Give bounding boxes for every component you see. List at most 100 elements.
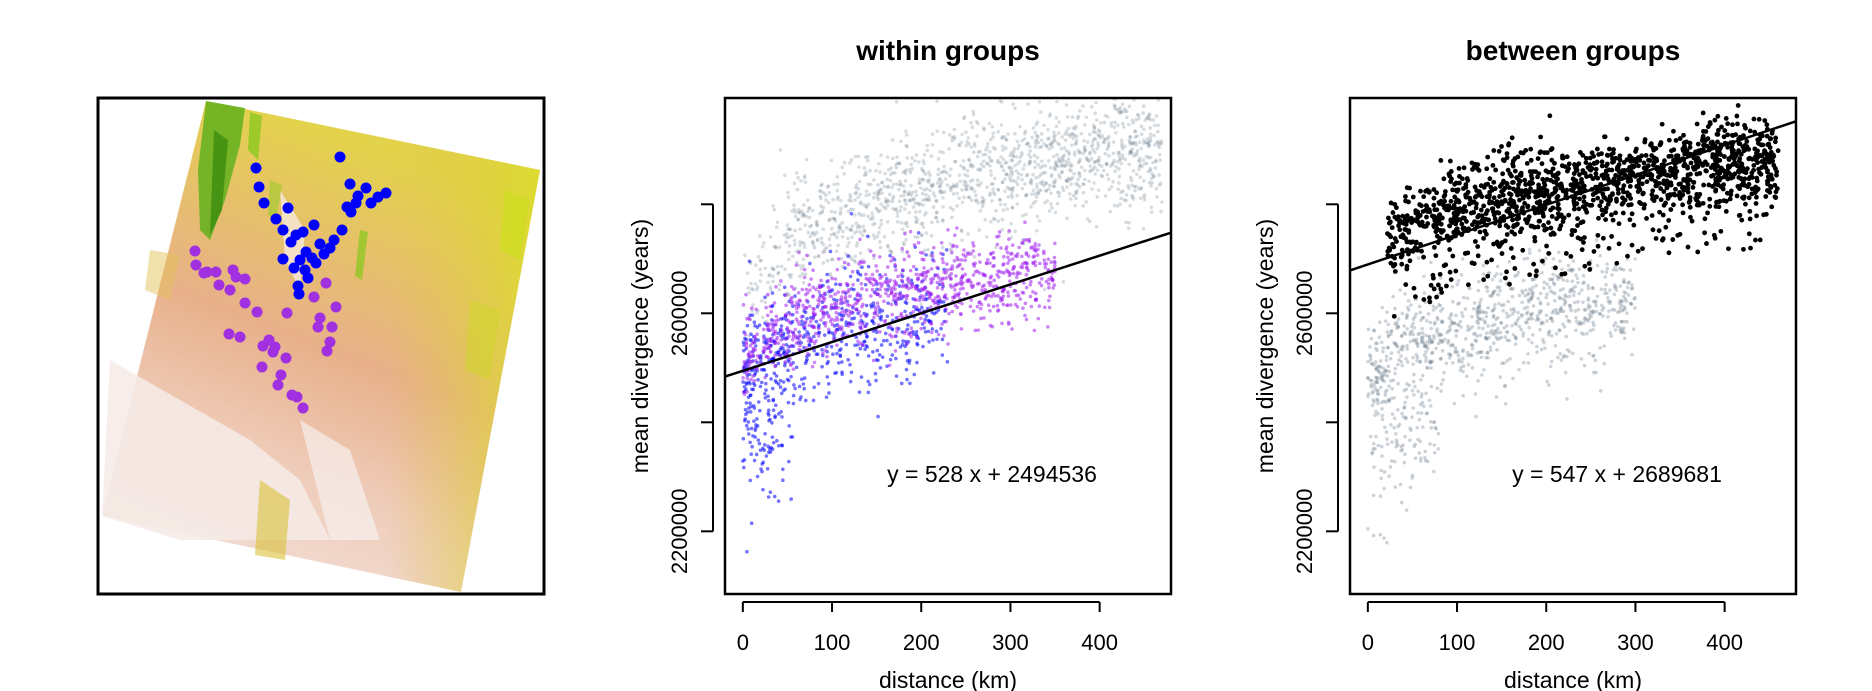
point [1395,320,1399,325]
point [1037,261,1042,266]
point [1736,169,1742,175]
point [1495,348,1499,352]
point [968,304,973,309]
point [1629,302,1634,307]
point [1044,181,1048,185]
point [1460,257,1465,261]
point [1404,316,1409,320]
point [1070,143,1074,148]
point [1592,353,1596,358]
point [758,267,763,272]
point [1053,263,1057,268]
point [1368,357,1373,362]
point [927,339,931,344]
point [814,221,819,225]
point [748,338,752,342]
point [1375,391,1380,396]
point [1392,201,1398,207]
point [1428,320,1433,325]
point [1687,204,1693,210]
point [1028,180,1033,185]
point [964,187,968,192]
point [962,166,967,171]
point [791,393,796,398]
point [903,231,907,236]
point [949,215,954,220]
point [1366,527,1370,531]
point [1442,370,1446,375]
point [888,178,893,183]
point [773,331,777,336]
point [1062,164,1067,168]
point [779,409,783,414]
point [798,274,802,279]
point [763,266,768,271]
point [772,244,777,249]
point [1472,194,1478,200]
point [1620,210,1626,216]
point [1466,324,1470,329]
point [1012,265,1016,270]
point [1006,303,1010,307]
point [1463,337,1468,341]
point [766,337,771,342]
point [1438,276,1443,280]
point [755,417,759,421]
point [854,307,859,312]
point [1515,273,1519,277]
point [1561,278,1566,282]
point [1497,194,1502,199]
point [1037,145,1042,150]
point [1391,378,1396,382]
point [1394,438,1399,443]
point [1380,413,1385,418]
point [1616,310,1620,315]
point [1033,142,1038,146]
point [748,343,753,348]
point [1426,459,1430,464]
point [763,321,767,326]
point [1413,315,1417,319]
point [1479,355,1484,360]
point [1440,319,1444,323]
point [1541,223,1547,228]
point [1142,161,1147,166]
point [1393,341,1398,346]
point [776,350,780,354]
site-point [334,151,346,163]
point [1027,162,1032,166]
point [803,272,808,276]
point [1423,344,1428,349]
point [1426,312,1431,316]
point [1418,402,1423,407]
point [1490,277,1495,282]
point [1138,159,1142,164]
point [1390,241,1396,247]
point [1102,82,1106,86]
site-point [267,346,279,358]
point [1420,316,1425,320]
point [875,192,880,197]
point [821,250,825,255]
point [909,282,913,286]
point [863,282,868,287]
point [903,309,907,314]
point [1534,318,1539,322]
point [1093,137,1098,141]
point [1027,159,1032,164]
point [986,141,990,146]
point [1603,291,1607,296]
point [1514,322,1519,327]
point [1482,272,1486,276]
point [879,284,884,289]
point [820,209,825,213]
point [944,307,948,311]
point [1564,294,1569,299]
point [1102,140,1106,144]
point [862,213,866,218]
point [1685,172,1691,178]
point [890,138,895,142]
point [852,287,856,292]
point [1650,162,1656,168]
point [852,231,857,235]
